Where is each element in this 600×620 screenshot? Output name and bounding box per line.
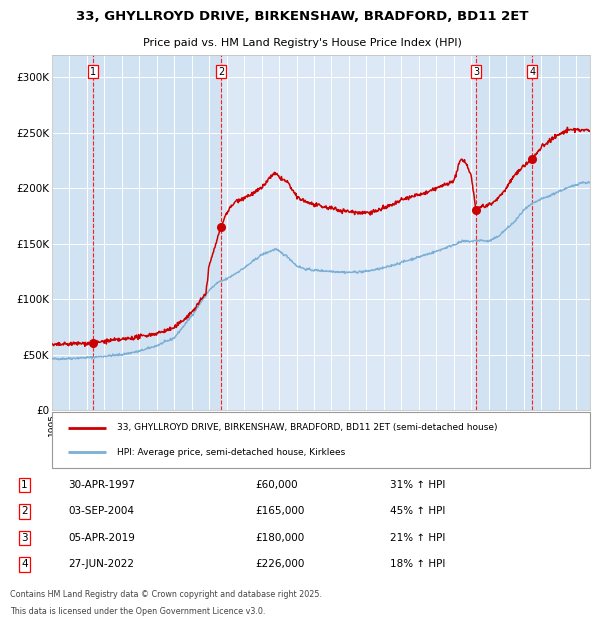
- Text: 31% ↑ HPI: 31% ↑ HPI: [390, 480, 446, 490]
- Text: Contains HM Land Registry data © Crown copyright and database right 2025.: Contains HM Land Registry data © Crown c…: [10, 590, 322, 600]
- Text: 18% ↑ HPI: 18% ↑ HPI: [390, 559, 446, 569]
- Text: This data is licensed under the Open Government Licence v3.0.: This data is licensed under the Open Gov…: [10, 607, 265, 616]
- Text: 2: 2: [22, 507, 28, 516]
- Bar: [52, 55, 92, 410]
- Text: Price paid vs. HM Land Registry's House Price Index (HPI): Price paid vs. HM Land Registry's House …: [143, 38, 462, 48]
- Text: HPI: Average price, semi-detached house, Kirklees: HPI: Average price, semi-detached house,…: [116, 448, 345, 457]
- Text: £226,000: £226,000: [256, 559, 305, 569]
- Text: 1: 1: [89, 66, 96, 77]
- Text: £60,000: £60,000: [256, 480, 298, 490]
- Text: 33, GHYLLROYD DRIVE, BIRKENSHAW, BRADFORD, BD11 2ET (semi-detached house): 33, GHYLLROYD DRIVE, BIRKENSHAW, BRADFOR…: [116, 423, 497, 432]
- Bar: [92, 55, 221, 410]
- Text: 33, GHYLLROYD DRIVE, BIRKENSHAW, BRADFORD, BD11 2ET: 33, GHYLLROYD DRIVE, BIRKENSHAW, BRADFOR…: [76, 11, 529, 24]
- Text: 4: 4: [22, 559, 28, 569]
- Bar: [532, 55, 590, 410]
- Text: £165,000: £165,000: [256, 507, 305, 516]
- Text: 21% ↑ HPI: 21% ↑ HPI: [390, 533, 446, 543]
- Text: 2: 2: [218, 66, 224, 77]
- Text: 45% ↑ HPI: 45% ↑ HPI: [390, 507, 446, 516]
- Text: 03-SEP-2004: 03-SEP-2004: [68, 507, 134, 516]
- Text: 3: 3: [22, 533, 28, 543]
- Text: £180,000: £180,000: [256, 533, 305, 543]
- FancyBboxPatch shape: [52, 412, 590, 468]
- Bar: [476, 55, 532, 410]
- Text: 1: 1: [22, 480, 28, 490]
- Text: 3: 3: [473, 66, 479, 77]
- Text: 05-APR-2019: 05-APR-2019: [68, 533, 136, 543]
- Text: 27-JUN-2022: 27-JUN-2022: [68, 559, 134, 569]
- Text: 4: 4: [529, 66, 535, 77]
- Text: 30-APR-1997: 30-APR-1997: [68, 480, 136, 490]
